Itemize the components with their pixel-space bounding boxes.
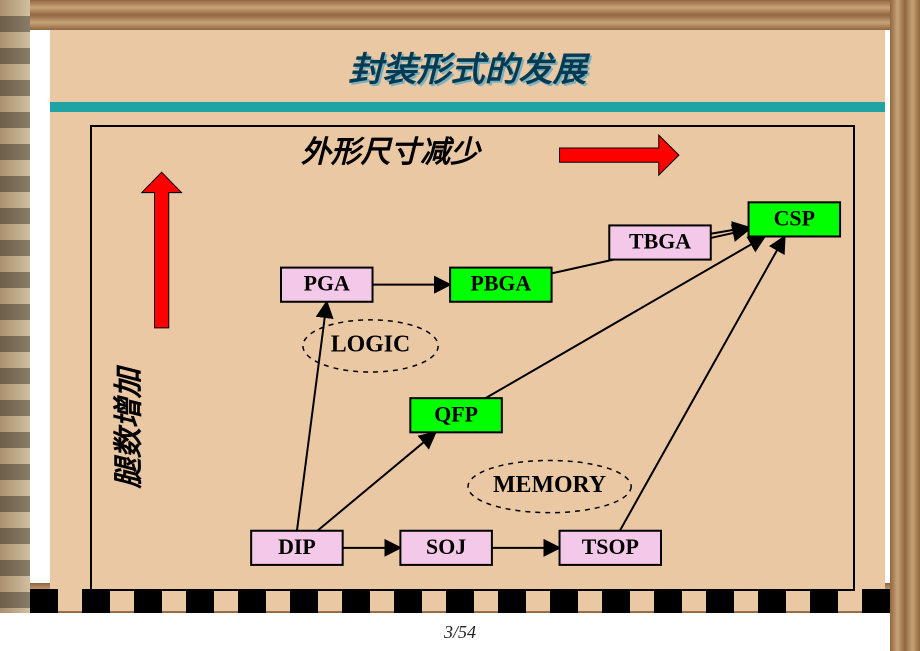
annotation-memory-label: MEMORY bbox=[493, 472, 606, 498]
page-number-text: 3/54 bbox=[444, 622, 476, 642]
diagram-svg: 外形尺寸减少腿数增加 LOGIC MEMORY DIP SOJ TSOP QFP PGA PBG… bbox=[92, 127, 853, 589]
frame-top bbox=[0, 0, 920, 30]
diagram-frame: 外形尺寸减少腿数增加 LOGIC MEMORY DIP SOJ TSOP QFP PGA PBG… bbox=[90, 125, 855, 591]
label-pins-increase: 腿数增加 bbox=[113, 364, 146, 490]
label-size-decrease: 外形尺寸减少 bbox=[301, 136, 482, 169]
nodes-layer: DIP SOJ TSOP QFP PGA PBGA TBGA CSP bbox=[251, 202, 840, 565]
node-dip: DIP bbox=[251, 531, 343, 565]
arrow-pins-increase bbox=[142, 172, 182, 328]
svg-text:CSP: CSP bbox=[774, 205, 815, 230]
node-qfp: QFP bbox=[410, 398, 502, 432]
node-tsop: TSOP bbox=[560, 531, 661, 565]
slide-title: 封装形式的发展 bbox=[50, 30, 885, 108]
edge-dip-pga bbox=[297, 302, 327, 531]
node-soj: SOJ bbox=[400, 531, 492, 565]
frame-left bbox=[0, 0, 30, 613]
page-number: 3/54 bbox=[0, 622, 920, 643]
title-text: 封装形式的发展 bbox=[349, 42, 587, 91]
edge-qfp-csp bbox=[486, 236, 765, 398]
node-tbga: TBGA bbox=[609, 225, 710, 259]
arrow-size-decrease bbox=[560, 135, 679, 175]
svg-text:SOJ: SOJ bbox=[426, 534, 466, 559]
node-pga: PGA bbox=[281, 268, 373, 302]
svg-text:PGA: PGA bbox=[304, 271, 350, 296]
node-pbga: PBGA bbox=[450, 268, 551, 302]
edge-tsop-csp bbox=[620, 236, 785, 530]
svg-text:DIP: DIP bbox=[278, 534, 316, 559]
annotation-logic-label: LOGIC bbox=[331, 331, 411, 357]
edge-dip-qfp bbox=[317, 432, 435, 530]
slide: 封装形式的发展 外形尺寸减少腿数增加 LOGIC MEMORY DIP SOJ TSOP Q… bbox=[0, 0, 920, 651]
node-csp: CSP bbox=[749, 202, 841, 236]
svg-text:TBGA: TBGA bbox=[629, 228, 691, 253]
slide-body: 封装形式的发展 外形尺寸减少腿数增加 LOGIC MEMORY DIP SOJ TSOP Q… bbox=[50, 30, 885, 611]
svg-text:TSOP: TSOP bbox=[582, 534, 639, 559]
svg-text:PBGA: PBGA bbox=[470, 271, 531, 296]
svg-text:腿数增加: 腿数增加 bbox=[113, 364, 146, 490]
bottom-dash-pattern bbox=[30, 589, 890, 613]
svg-text:QFP: QFP bbox=[434, 401, 478, 426]
frame-right bbox=[890, 0, 920, 651]
